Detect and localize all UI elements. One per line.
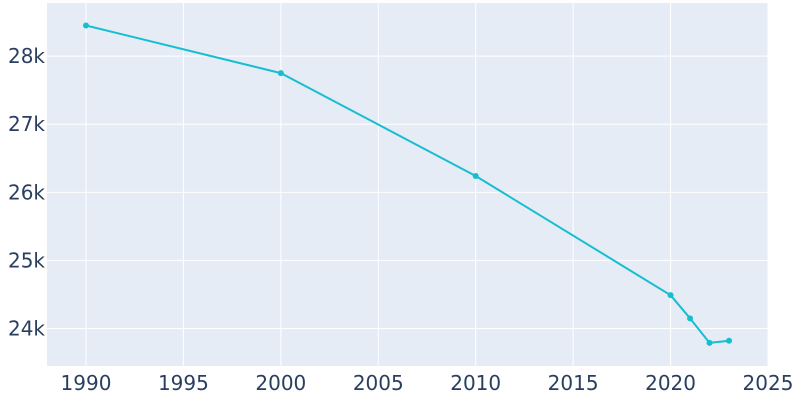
x-tick-label-2000: 2000 bbox=[255, 371, 306, 395]
x-tick-label-2020: 2020 bbox=[645, 371, 696, 395]
plot-area bbox=[47, 3, 768, 366]
series-layer bbox=[82, 22, 733, 346]
data-point-2021 bbox=[687, 315, 694, 322]
y-axis: 24k 25k 26k 27k 28k bbox=[8, 44, 45, 340]
x-tick-label-2010: 2010 bbox=[450, 371, 501, 395]
y-tick-label-26000: 26k bbox=[8, 180, 45, 204]
x-axis: 1990 1995 2000 2005 2010 2015 2020 2025 bbox=[61, 371, 794, 395]
grid-lines bbox=[47, 3, 769, 366]
y-tick-label-27000: 27k bbox=[8, 112, 45, 136]
y-tick-label-28000: 28k bbox=[8, 44, 45, 68]
x-tick-label-2015: 2015 bbox=[548, 371, 599, 395]
y-tick-label-25000: 25k bbox=[8, 248, 45, 272]
data-point-2000 bbox=[277, 70, 284, 77]
data-point-2020 bbox=[667, 292, 674, 299]
data-point-1990 bbox=[82, 22, 89, 29]
x-tick-label-2025: 2025 bbox=[743, 371, 794, 395]
data-point-2023 bbox=[726, 337, 733, 344]
y-tick-label-24000: 24k bbox=[8, 317, 45, 341]
data-point-2010 bbox=[472, 172, 479, 179]
x-tick-label-1990: 1990 bbox=[61, 371, 112, 395]
data-point-2022 bbox=[706, 339, 713, 346]
x-tick-label-2005: 2005 bbox=[353, 371, 404, 395]
x-tick-label-1995: 1995 bbox=[158, 371, 209, 395]
